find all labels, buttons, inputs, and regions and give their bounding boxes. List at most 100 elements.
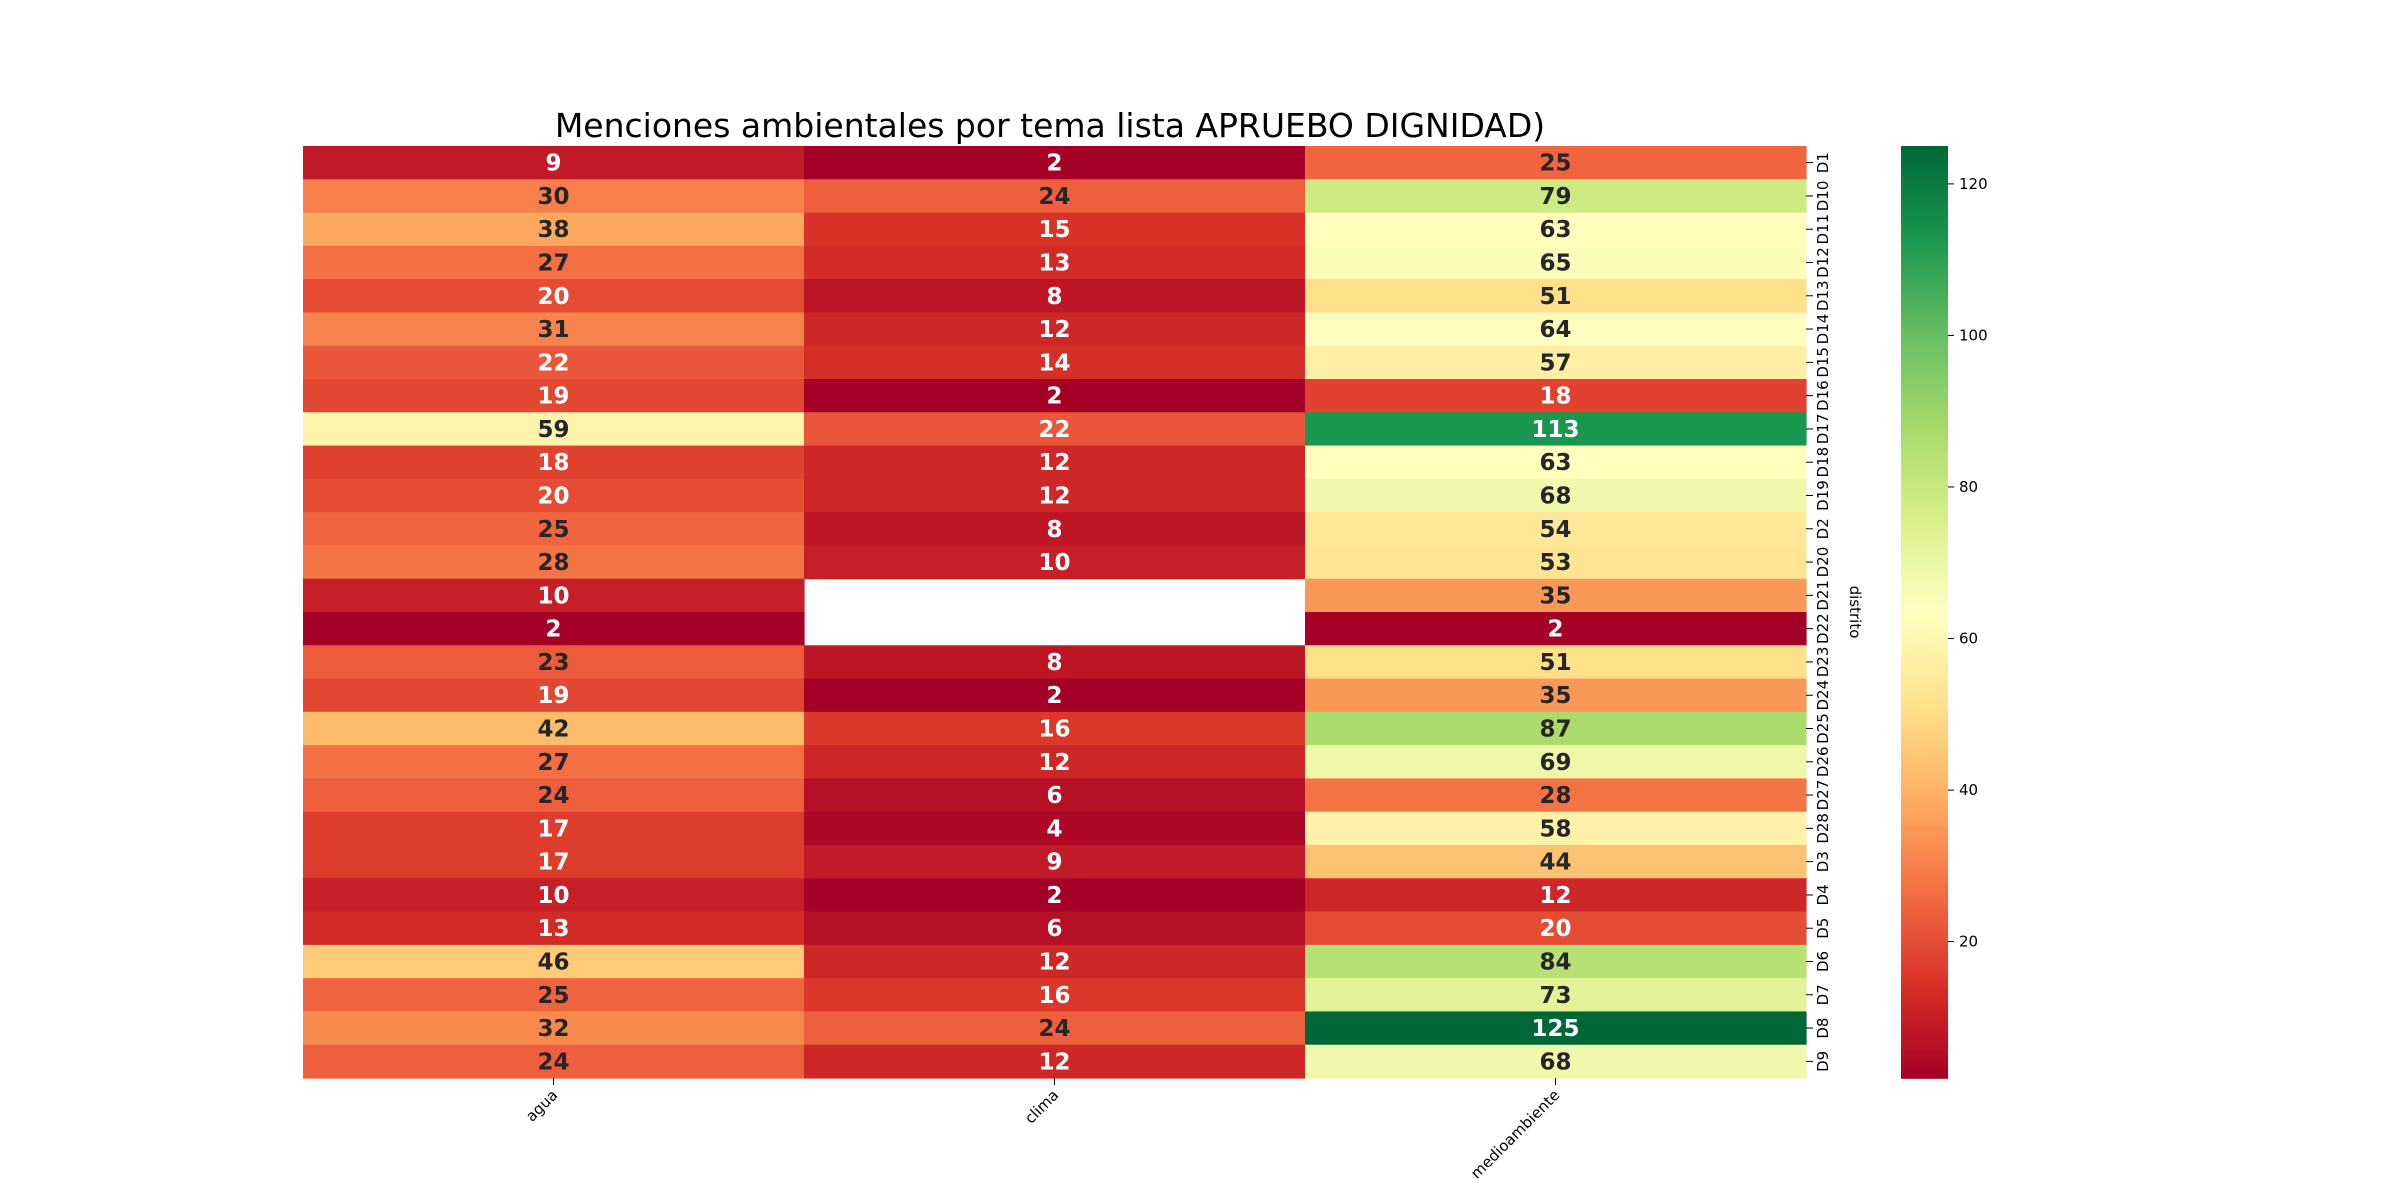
heatmap-cell	[303, 146, 805, 180]
colorbar-segment	[1901, 672, 1948, 679]
colorbar-tick-label: 40	[1959, 781, 1978, 799]
cell-value-label: 24	[537, 783, 569, 809]
heatmap-cell	[804, 146, 1306, 180]
colorbar-segment	[1901, 434, 1948, 441]
colorbar-segment	[1901, 700, 1948, 706]
cell-value-label: 24	[537, 1049, 569, 1075]
colorbar-segment	[1901, 765, 1948, 772]
colorbar-segment	[1901, 183, 1948, 189]
cell-value-label: 18	[1539, 384, 1571, 410]
cell-value-label: 8	[1046, 517, 1062, 543]
colorbar-segment	[1901, 807, 1948, 814]
colorbar-segment	[1901, 509, 1948, 515]
heatmap-cell	[303, 711, 805, 746]
row-tick-label: D12	[1814, 247, 1832, 278]
colorbar-segment	[1901, 192, 1948, 199]
colorbar-segment	[1901, 285, 1948, 292]
heatmap-cell	[804, 811, 1306, 846]
colorbar-segment	[1901, 215, 1948, 222]
colorbar-tick-label: 60	[1959, 630, 1978, 648]
colorbar-segment	[1901, 565, 1948, 571]
heatmap-cell	[1305, 944, 1807, 979]
row-tick-label: D21	[1814, 580, 1832, 611]
heatmap-cell	[1305, 412, 1807, 447]
colorbar-segment	[1901, 369, 1948, 376]
heatmap-cell	[804, 212, 1306, 247]
cell-value-label: 2	[1547, 617, 1563, 643]
row-tick-label: D26	[1814, 746, 1832, 777]
row-tick-label: D18	[1814, 447, 1832, 478]
colorbar-segment	[1901, 444, 1948, 450]
colorbar-segment	[1901, 197, 1948, 203]
colorbar-segment	[1901, 635, 1948, 641]
colorbar-segment	[1901, 919, 1948, 926]
heatmap-cell	[1305, 146, 1807, 180]
heatmap-cell	[303, 911, 805, 946]
colorbar-segment	[1901, 798, 1948, 804]
colorbar-segment	[1901, 593, 1948, 599]
cell-value-label: 32	[537, 1016, 569, 1042]
colorbar-tick-label: 120	[1959, 175, 1988, 193]
cell-value-label: 6	[1046, 783, 1062, 809]
cell-value-label: 10	[537, 883, 569, 909]
cell-value-label: 27	[537, 251, 569, 277]
colorbar-segment	[1901, 584, 1948, 590]
colorbar-segment	[1901, 211, 1948, 217]
colorbar-segment	[1901, 849, 1948, 856]
heatmap-cell	[303, 379, 805, 413]
colorbar-segment	[1901, 546, 1948, 553]
row-tick-label: D28	[1814, 813, 1832, 844]
colorbar-segment	[1901, 514, 1948, 520]
cell-value-label: 64	[1539, 317, 1571, 343]
colorbar-segment	[1901, 304, 1948, 310]
row-tick-label: D16	[1814, 380, 1832, 411]
colorbar-segment	[1901, 998, 1948, 1005]
cell-value-label: 12	[1038, 1049, 1070, 1075]
colorbar-segment	[1901, 989, 1948, 995]
heatmap-cell	[1305, 312, 1807, 347]
colorbar-segment	[1901, 877, 1948, 884]
cell-value-label: 44	[1539, 850, 1571, 876]
colorbar-segment	[1901, 570, 1948, 576]
colorbar-segment	[1901, 490, 1948, 497]
colorbar-segment	[1901, 187, 1948, 194]
colorbar-segment	[1901, 164, 1948, 171]
cell-value-label: 16	[1038, 717, 1070, 743]
cell-value-label: 2	[1046, 883, 1062, 909]
colorbar-segment	[1901, 257, 1948, 264]
heatmap-cell	[1305, 478, 1807, 513]
heatmap-cell	[303, 944, 805, 979]
heatmap-cell	[303, 345, 805, 380]
colorbar-segment	[1901, 430, 1948, 436]
colorbar-segment	[1901, 551, 1948, 557]
colorbar-segment	[1901, 924, 1948, 930]
heatmap-cell	[303, 845, 805, 879]
heatmap-cell	[804, 911, 1306, 946]
colorbar-segment	[1901, 803, 1948, 809]
heatmap-cell	[1305, 179, 1807, 214]
cell-value-label: 59	[537, 417, 569, 443]
colorbar-segment	[1901, 914, 1948, 921]
row-tick-label: D11	[1814, 214, 1832, 245]
cell-value-label: 12	[1038, 750, 1070, 776]
colorbar-segment	[1901, 863, 1948, 870]
colorbar-segment	[1901, 598, 1948, 604]
cell-value-label: 9	[545, 151, 561, 177]
cell-value-label: 15	[1038, 217, 1070, 243]
colorbar-segment	[1901, 379, 1948, 385]
heatmap-cell	[1305, 545, 1807, 580]
colorbar-segment	[1901, 453, 1948, 460]
heatmap-cell	[303, 212, 805, 247]
colorbar-segment	[1901, 691, 1948, 697]
colorbar-segment	[1901, 644, 1948, 651]
colorbar-segment	[1901, 756, 1948, 762]
colorbar-segment	[1901, 966, 1948, 972]
colorbar-segment	[1901, 770, 1948, 776]
colorbar-segment	[1901, 220, 1948, 227]
colorbar-segment	[1901, 295, 1948, 301]
cell-value-label: 28	[537, 550, 569, 576]
colorbar-segment	[1901, 332, 1948, 338]
colorbar-segment	[1901, 281, 1948, 287]
cell-value-label: 12	[1038, 450, 1070, 476]
cell-value-label: 125	[1531, 1016, 1579, 1042]
